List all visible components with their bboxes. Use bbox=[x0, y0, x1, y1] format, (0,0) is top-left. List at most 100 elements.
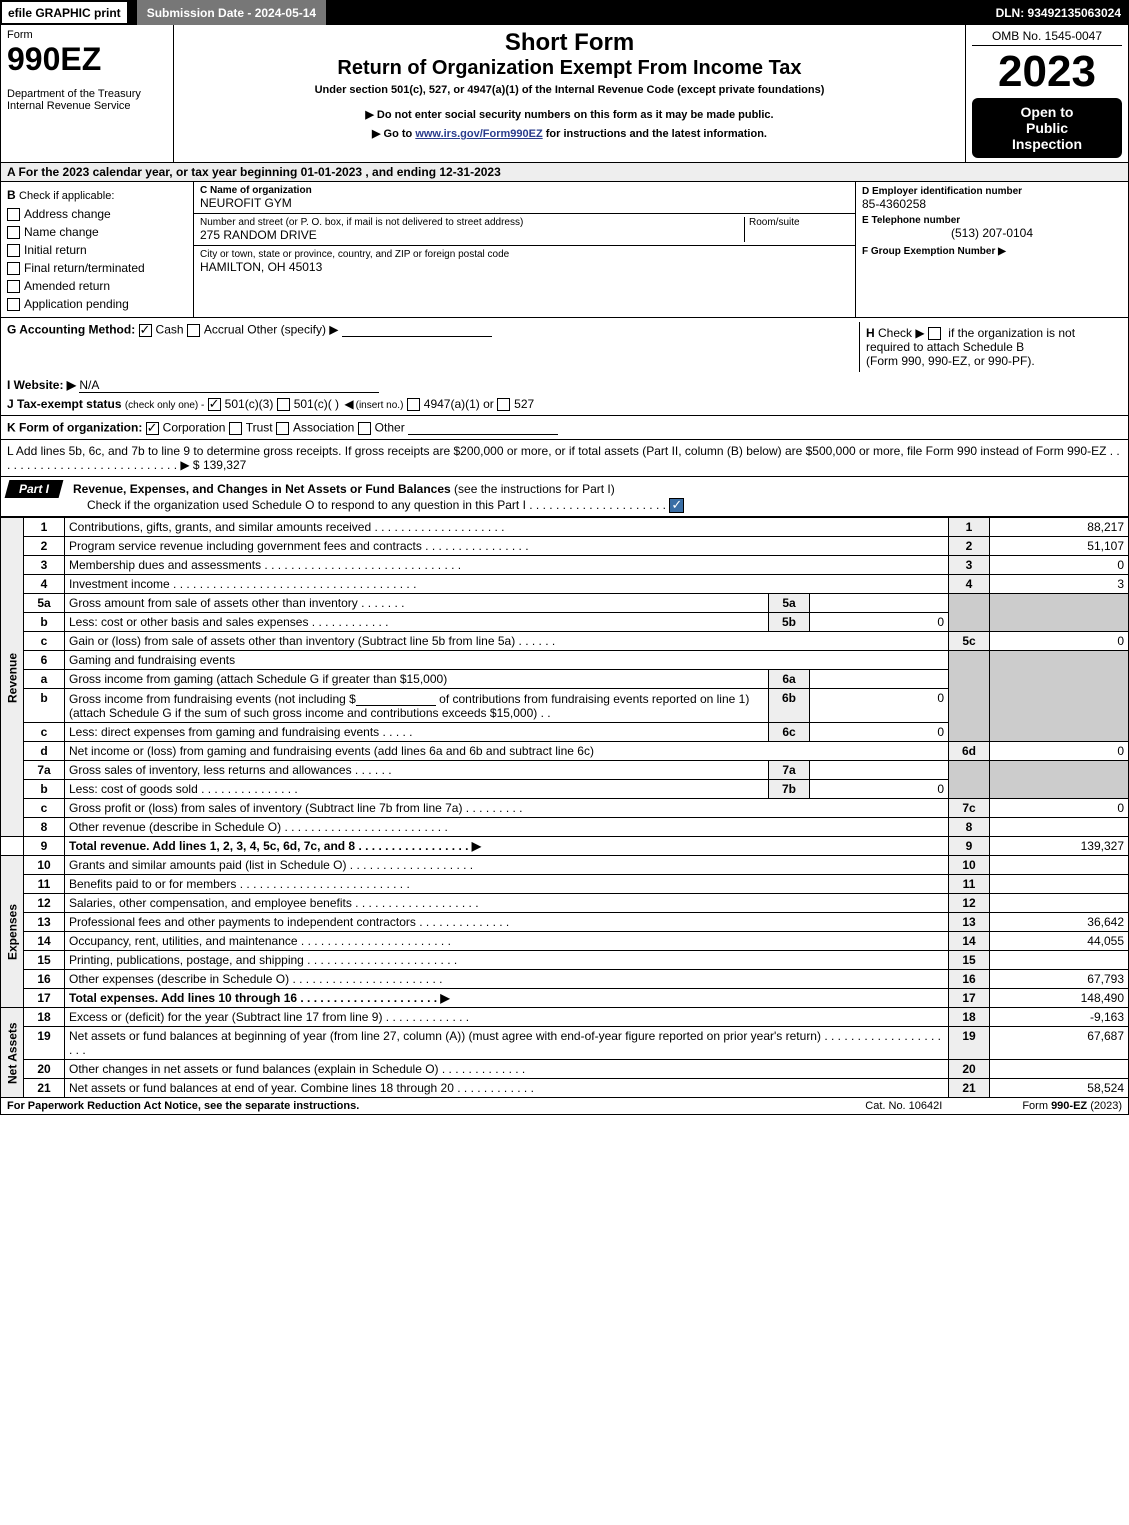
identity-grid: B Check if applicable: Address change Na… bbox=[0, 182, 1129, 318]
goto-post: for instructions and the latest informat… bbox=[543, 128, 767, 140]
ln6b-input[interactable] bbox=[356, 691, 436, 706]
dln-label: DLN: 93492135063024 bbox=[996, 6, 1129, 20]
b-label: B bbox=[7, 188, 16, 202]
g-other-input[interactable] bbox=[342, 322, 492, 337]
j-o3: 4947(a)(1) or bbox=[424, 397, 494, 411]
ln5b-num: b bbox=[24, 613, 65, 632]
org-name: NEUROFIT GYM bbox=[200, 196, 849, 210]
ln7c-num: c bbox=[24, 799, 65, 818]
shade-5 bbox=[949, 594, 990, 632]
b-item-2: Initial return bbox=[24, 243, 87, 257]
ln3-val: 0 bbox=[990, 556, 1129, 575]
ln20-val bbox=[990, 1060, 1129, 1079]
ln5b-text: Less: cost or other basis and sales expe… bbox=[65, 613, 769, 632]
chk-other-org[interactable] bbox=[358, 422, 371, 435]
ln21-rnum: 21 bbox=[949, 1079, 990, 1098]
ln5a-num: 5a bbox=[24, 594, 65, 613]
ln5a-text: Gross amount from sale of assets other t… bbox=[65, 594, 769, 613]
k-o3: Association bbox=[293, 421, 354, 435]
c-name-label: C Name of organization bbox=[200, 185, 849, 196]
ln6d-text: Net income or (loss) from gaming and fun… bbox=[65, 742, 949, 761]
h-box: H Check ▶ if the organization is not req… bbox=[859, 322, 1122, 372]
chk-application-pending[interactable] bbox=[7, 298, 20, 311]
j-o2: 501(c)( ) bbox=[294, 397, 339, 411]
ln15-rnum: 15 bbox=[949, 951, 990, 970]
ln9-num: 9 bbox=[24, 837, 65, 856]
ln12-val bbox=[990, 894, 1129, 913]
b-item-4: Amended return bbox=[24, 279, 110, 293]
ln7a-sv bbox=[810, 761, 949, 780]
ln20-rnum: 20 bbox=[949, 1060, 990, 1079]
part-i-header: Part I Revenue, Expenses, and Changes in… bbox=[0, 477, 1129, 517]
chk-h[interactable] bbox=[928, 327, 941, 340]
ln8-val bbox=[990, 818, 1129, 837]
ln16-val: 67,793 bbox=[990, 970, 1129, 989]
b-item-1: Name change bbox=[24, 225, 99, 239]
ln14-num: 14 bbox=[24, 932, 65, 951]
main-table: Revenue 1 Contributions, gifts, grants, … bbox=[0, 517, 1129, 1098]
ln19-text: Net assets or fund balances at beginning… bbox=[65, 1027, 949, 1060]
open-3: Inspection bbox=[976, 136, 1118, 152]
chk-501c3[interactable] bbox=[208, 398, 221, 411]
triangle-left-icon bbox=[342, 397, 355, 411]
chk-name-change[interactable] bbox=[7, 226, 20, 239]
b-item-3: Final return/terminated bbox=[24, 261, 145, 275]
chk-initial-return[interactable] bbox=[7, 244, 20, 257]
efile-print-label[interactable]: efile GRAPHIC print bbox=[0, 0, 129, 25]
title-short-form: Short Form bbox=[182, 29, 957, 57]
ln10-rnum: 10 bbox=[949, 856, 990, 875]
ln4-num: 4 bbox=[24, 575, 65, 594]
ln13-rnum: 13 bbox=[949, 913, 990, 932]
chk-corporation[interactable] bbox=[146, 422, 159, 435]
ln4-val: 3 bbox=[990, 575, 1129, 594]
line-a: A For the 2023 calendar year, or tax yea… bbox=[0, 163, 1129, 182]
ln6-text: Gaming and fundraising events bbox=[65, 651, 949, 670]
k-label: K Form of organization: bbox=[7, 421, 142, 435]
section-l: L Add lines 5b, 6c, and 7b to line 9 to … bbox=[0, 440, 1129, 477]
ln10-text: Grants and similar amounts paid (list in… bbox=[65, 856, 949, 875]
chk-amended-return[interactable] bbox=[7, 280, 20, 293]
chk-trust[interactable] bbox=[229, 422, 242, 435]
shade-5b bbox=[990, 594, 1129, 632]
ln19-rnum: 19 bbox=[949, 1027, 990, 1060]
ln6b-num: b bbox=[24, 689, 65, 723]
h-text3: required to attach Schedule B bbox=[866, 340, 1024, 354]
ln7b-text: Less: cost of goods sold . . . . . . . .… bbox=[65, 780, 769, 799]
ln6c-num: c bbox=[24, 723, 65, 742]
top-bar: efile GRAPHIC print Submission Date - 20… bbox=[0, 0, 1129, 25]
h-text1: Check ▶ bbox=[878, 326, 925, 340]
irs-link[interactable]: www.irs.gov/Form990EZ bbox=[415, 128, 542, 140]
ln6a-sn: 6a bbox=[769, 670, 810, 689]
ln2-rnum: 2 bbox=[949, 537, 990, 556]
l-value: 139,327 bbox=[203, 458, 246, 472]
ln7c-val: 0 bbox=[990, 799, 1129, 818]
ln18-rnum: 18 bbox=[949, 1008, 990, 1027]
k-o1: Corporation bbox=[163, 421, 226, 435]
ln5b-sv: 0 bbox=[810, 613, 949, 632]
goto-link-row: ▶ Go to www.irs.gov/Form990EZ for instru… bbox=[182, 127, 957, 140]
g-accrual: Accrual bbox=[204, 322, 244, 336]
ln16-num: 16 bbox=[24, 970, 65, 989]
ln12-text: Salaries, other compensation, and employ… bbox=[65, 894, 949, 913]
chk-accrual[interactable] bbox=[187, 324, 200, 337]
j-sub: (check only one) - bbox=[125, 400, 204, 411]
chk-final-return[interactable] bbox=[7, 262, 20, 275]
k-other-input[interactable] bbox=[408, 420, 558, 435]
part-tab: Part I bbox=[5, 480, 64, 498]
ln7a-num: 7a bbox=[24, 761, 65, 780]
ln11-rnum: 11 bbox=[949, 875, 990, 894]
chk-501c[interactable] bbox=[277, 398, 290, 411]
k-o2: Trust bbox=[246, 421, 273, 435]
chk-address-change[interactable] bbox=[7, 208, 20, 221]
chk-association[interactable] bbox=[276, 422, 289, 435]
chk-schedule-o[interactable] bbox=[669, 498, 684, 513]
b-check-label: Check if applicable: bbox=[19, 190, 114, 202]
street-label: Number and street (or P. O. box, if mail… bbox=[200, 217, 744, 228]
h-text2: if the organization is not bbox=[948, 326, 1075, 340]
section-b: B Check if applicable: Address change Na… bbox=[1, 182, 194, 317]
ln18-text: Excess or (deficit) for the year (Subtra… bbox=[65, 1008, 949, 1027]
chk-527[interactable] bbox=[497, 398, 510, 411]
ln5c-val: 0 bbox=[990, 632, 1129, 651]
chk-cash[interactable] bbox=[139, 324, 152, 337]
chk-4947[interactable] bbox=[407, 398, 420, 411]
